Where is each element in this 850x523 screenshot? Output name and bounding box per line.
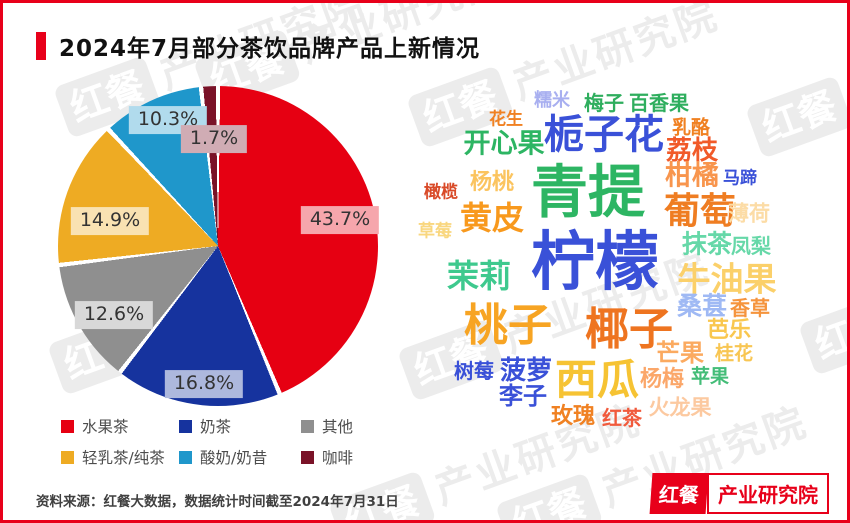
legend-label: 其他 [322,418,354,436]
legend-label: 咖啡 [322,449,354,467]
legend-label: 奶茶 [200,418,232,436]
word-乳酪: 乳酪 [671,116,711,139]
word-薄荷: 薄荷 [728,201,770,226]
watermark-text: 产业研究院 [497,244,716,362]
legend-label: 轻乳茶/纯茶 [82,449,165,467]
logo-brand: 红餐 [649,473,709,514]
word-火龙果: 火龙果 [648,395,712,420]
word-芭乐: 芭乐 [706,318,752,343]
word-开心果: 开心果 [463,128,545,160]
word-抹茶: 抹茶 [681,229,733,259]
word-芒果: 芒果 [656,339,704,367]
legend-item-水果茶: 水果茶 [61,415,179,437]
word-苹果: 苹果 [690,365,730,388]
word-葡萄: 葡萄 [663,191,737,232]
pie-chart [58,86,378,406]
legend-swatch [179,450,192,464]
word-百香果: 百香果 [629,91,689,115]
word-青提: 青提 [531,159,645,226]
word-黄皮: 黄皮 [459,199,525,237]
word-梅子: 梅子 [584,91,624,115]
word-牛油果: 牛油果 [677,259,777,299]
word-马蹄: 马蹄 [723,168,757,189]
logo-division: 产业研究院 [707,473,829,514]
word-橄榄: 橄榄 [424,182,458,203]
word-杨桃: 杨桃 [469,170,515,195]
word-荔枝: 荔枝 [665,136,719,166]
word-树莓: 树莓 [454,359,494,383]
word-凤梨: 凤梨 [731,234,771,258]
watermark: 红餐产业研究院 [745,3,847,159]
legend-swatch [61,450,74,464]
page-title: 2024年7月部分茶饮品牌产品上新情况 [59,36,481,62]
watermark-brand-logo: 红餐 [798,292,847,376]
legend-item-其他: 其他 [301,415,393,437]
word-柑橘: 柑橘 [665,160,719,192]
legend-label: 水果茶 [82,418,129,436]
word-花生: 花生 [489,109,523,130]
legend-swatch [179,419,192,433]
legend-label: 酸奶/奶昔 [200,449,268,467]
word-香草: 香草 [730,296,770,320]
legend-item-咖啡: 咖啡 [301,446,393,468]
legend-item-奶茶: 奶茶 [179,415,301,437]
word-红茶: 红茶 [602,406,642,430]
watermark-brand-logo: 红餐 [745,75,847,159]
title-accent-bar [36,32,46,60]
word-桑葚: 桑葚 [676,291,728,321]
word-李子: 李子 [499,382,547,410]
watermark-text: 产业研究院 [506,0,725,109]
word-西瓜: 西瓜 [554,355,640,404]
watermark: 红餐产业研究院 [397,241,717,402]
word-草莓: 草莓 [418,221,452,242]
word-杨梅: 杨梅 [639,367,685,392]
word-桃子: 桃子 [464,300,552,351]
watermark-brand-logo: 红餐 [495,472,604,520]
word-柠檬: 柠檬 [531,226,659,300]
watermark-brand-logo: 红餐 [406,65,515,149]
legend-item-轻乳茶/纯茶: 轻乳茶/纯茶 [61,446,179,468]
watermark-brand-logo: 红餐 [397,318,506,402]
watermark: 红餐产业研究院 [406,0,726,149]
word-糯米: 糯米 [534,90,570,111]
pie-legend: 水果茶 奶茶 其他轻乳茶/纯茶 酸奶/奶昔 咖啡 [61,415,393,468]
word-玫瑰: 玫瑰 [550,404,596,429]
header: 2024年7月部分茶饮品牌产品上新情况 [36,29,480,63]
word-茉莉: 茉莉 [446,257,512,295]
legend-swatch [301,450,314,464]
word-栀子花: 栀子花 [544,112,664,158]
word-椰子: 椰子 [585,304,673,355]
watermark-text: 产业研究院 [428,396,647,514]
publisher-logo: 红餐 产业研究院 [649,473,829,514]
word-菠萝: 菠萝 [499,356,553,386]
word-桂花: 桂花 [714,342,754,365]
source-note: 资料来源：红餐大数据，数据统计时间截至2024年7月31日 [36,494,399,510]
legend-swatch [301,419,314,433]
legend-item-酸奶/奶昔: 酸奶/奶昔 [179,446,301,468]
legend-swatch [61,419,74,433]
